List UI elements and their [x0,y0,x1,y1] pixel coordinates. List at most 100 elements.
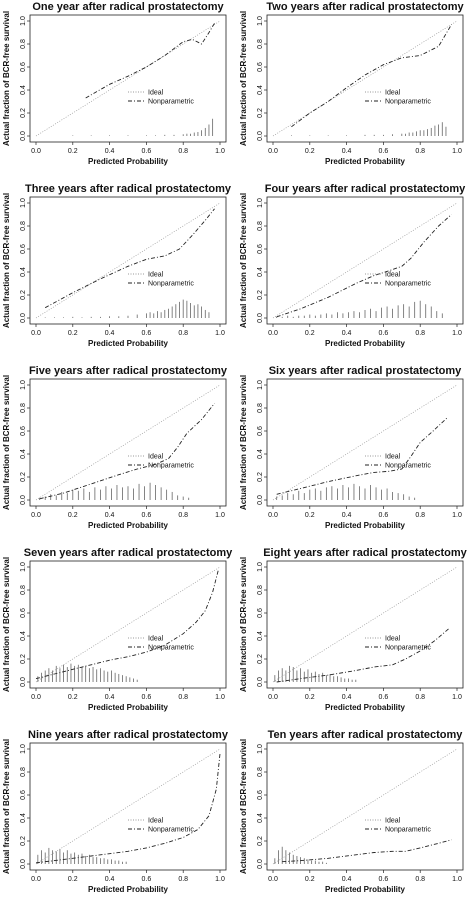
y-tick-label: 0.8 [20,403,27,413]
x-tick-label: 0.4 [342,512,352,519]
y-tick-label: 0.0 [20,131,27,141]
x-tick-label: 0.8 [178,694,188,701]
chart-title: Six years after radical prostatectomy [269,365,462,377]
y-tick-label: 1.0 [257,744,264,754]
calibration-chart: Four years after radical prostatectomy 0.… [239,183,466,348]
y-axis-label: Actual fraction of BCR-free survival [2,375,11,510]
calibration-chart: Two years after radical prostatectomy 0.0… [239,1,465,166]
y-tick-label: 0.4 [257,631,264,641]
y-tick-label: 0.2 [20,654,27,664]
x-tick-label: 1.0 [215,512,225,519]
x-tick-label: 0.4 [105,512,115,519]
x-tick-label: 0.6 [379,694,389,701]
y-tick-label: 0.8 [257,585,264,595]
x-tick-label: 0.8 [178,512,188,519]
y-axis-label: Actual fraction of BCR-free survival [2,193,11,328]
legend-nonparametric-label: Nonparametric [148,827,194,834]
x-axis-label: Predicted Probability [325,521,406,530]
y-tick-label: 0.4 [20,813,27,823]
x-tick-label: 0.8 [415,148,425,155]
x-tick-label: 0.0 [31,330,41,337]
chart-title: Ten years after radical prostatectomy [268,729,464,741]
y-tick-label: 0.2 [257,654,264,664]
y-tick-label: 0.4 [257,813,264,823]
y-tick-label: 0.4 [20,449,27,459]
y-tick-label: 1.0 [20,198,27,208]
chart-title: Seven years after radical prostatectomy [24,547,233,559]
y-tick-label: 0.0 [20,859,27,869]
legend-nonparametric-label: Nonparametric [385,463,431,470]
x-tick-label: 1.0 [452,876,462,883]
x-tick-label: 1.0 [215,148,225,155]
x-tick-label: 0.0 [31,512,41,519]
x-tick-label: 0.0 [268,148,278,155]
plot-frame [29,196,227,325]
x-tick-label: 1.0 [452,330,462,337]
x-tick-label: 0.0 [268,512,278,519]
y-tick-label: 0.2 [257,290,264,300]
x-tick-label: 0.4 [342,330,352,337]
y-tick-label: 0.8 [20,39,27,49]
calibration-panel: Ten years after radical prostatectomy 0.0… [237,728,474,910]
x-tick-label: 0.2 [68,148,78,155]
y-tick-label: 1.0 [20,16,27,26]
y-axis-label: Actual fraction of BCR-free survival [2,739,11,874]
x-tick-label: 0.2 [68,694,78,701]
legend-ideal-label: Ideal [148,90,164,97]
legend-nonparametric-label: Nonparametric [148,645,194,652]
legend-ideal-label: Ideal [385,818,401,825]
calibration-chart: Ten years after radical prostatectomy 0.0… [239,729,464,894]
x-tick-label: 0.6 [142,330,152,337]
y-tick-label: 1.0 [257,198,264,208]
y-tick-label: 0.8 [257,221,264,231]
y-tick-label: 0.8 [257,403,264,413]
legend-ideal-label: Ideal [148,272,164,279]
y-tick-label: 1.0 [257,562,264,572]
y-tick-label: 0.0 [257,131,264,141]
y-tick-label: 0.6 [257,62,264,72]
calibration-panel: Two years after radical prostatectomy 0.0… [237,0,474,182]
legend-ideal-label: Ideal [148,818,164,825]
ideal-line [35,566,221,683]
ideal-line [272,202,458,319]
nonparametric-line [282,839,452,863]
x-tick-label: 0.4 [342,148,352,155]
nonparametric-line [276,416,449,495]
y-axis-label: Actual fraction of BCR-free survival [2,557,11,692]
calibration-panel: Eight years after radical prostatectomy 0… [237,546,474,728]
x-tick-label: 1.0 [215,330,225,337]
x-tick-label: 1.0 [452,512,462,519]
nonparametric-line [291,24,452,128]
calibration-chart: Six years after radical prostatectomy 0.0… [239,365,464,530]
y-tick-label: 0.4 [257,449,264,459]
ideal-line [272,384,458,501]
y-tick-label: 0.0 [257,495,264,505]
ideal-line [272,20,458,137]
calibration-chart: Three years after radical prostatectomy 0… [2,183,232,348]
legend-ideal-label: Ideal [385,90,401,97]
y-tick-label: 0.0 [257,313,264,323]
x-tick-label: 0.4 [342,876,352,883]
y-tick-label: 0.4 [20,631,27,641]
x-tick-label: 1.0 [215,694,225,701]
y-tick-label: 1.0 [257,16,264,26]
y-tick-label: 0.2 [257,836,264,846]
y-axis-label: Actual fraction of BCR-free survival [239,375,248,510]
y-tick-label: 1.0 [20,562,27,572]
x-tick-label: 0.2 [305,148,315,155]
y-tick-label: 0.8 [20,585,27,595]
chart-title: Eight years after radical prostatectomy [263,547,467,559]
y-tick-label: 0.2 [257,108,264,118]
x-tick-label: 0.4 [105,148,115,155]
plot-frame [266,560,464,689]
plot-frame [266,742,464,871]
x-tick-label: 0.4 [105,694,115,701]
x-tick-label: 0.6 [142,876,152,883]
x-axis-label: Predicted Probability [325,885,406,894]
plot-frame [29,14,227,143]
x-tick-label: 0.8 [415,330,425,337]
x-tick-label: 0.2 [305,512,315,519]
y-tick-label: 0.0 [257,677,264,687]
x-tick-label: 0.6 [142,148,152,155]
